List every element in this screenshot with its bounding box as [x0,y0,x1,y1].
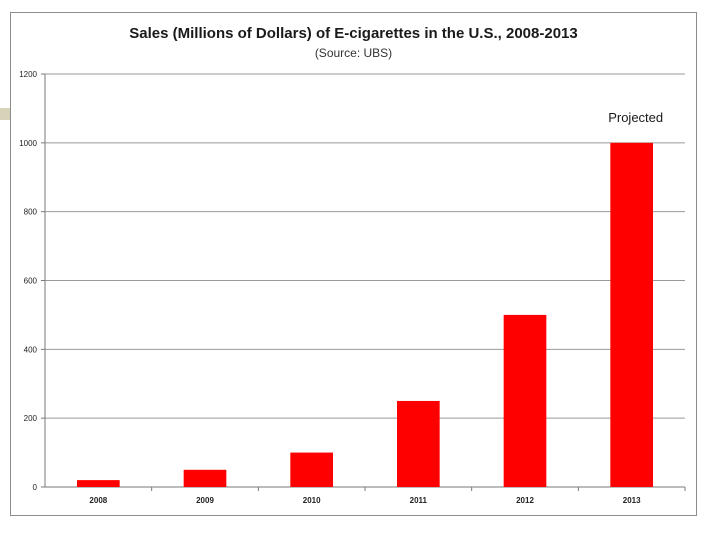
bar-2011 [397,400,440,487]
bar-2009 [183,469,227,487]
y-tick-label: 600 [24,277,38,286]
chart-frame: Sales (Millions of Dollars) of E-cigaret… [10,12,697,516]
slide-decoration [0,108,10,120]
x-tick-label: 2010 [303,496,321,505]
y-tick-label: 1200 [19,70,37,79]
bar-2012 [503,314,547,487]
chart-subtitle: (Source: UBS) [314,46,393,60]
x-tick-label: 2013 [623,496,641,505]
x-tick-label: 2009 [196,496,214,505]
bar-2013 [610,142,653,488]
bar-2008 [77,480,120,487]
bar-2010 [290,452,333,487]
x-tick-label: 2012 [516,496,534,505]
y-tick-label: 400 [24,345,38,354]
chart-title: Sales (Millions of Dollars) of E-cigaret… [129,25,578,42]
x-tick-label: 2008 [89,496,107,505]
y-tick-label: 800 [24,208,38,217]
x-tick-label: 2011 [410,496,428,505]
projected-annotation: Projected [608,110,663,125]
y-tick-label: 0 [33,483,38,492]
y-tick-label: 1000 [19,139,37,148]
y-tick-label: 200 [24,414,38,423]
